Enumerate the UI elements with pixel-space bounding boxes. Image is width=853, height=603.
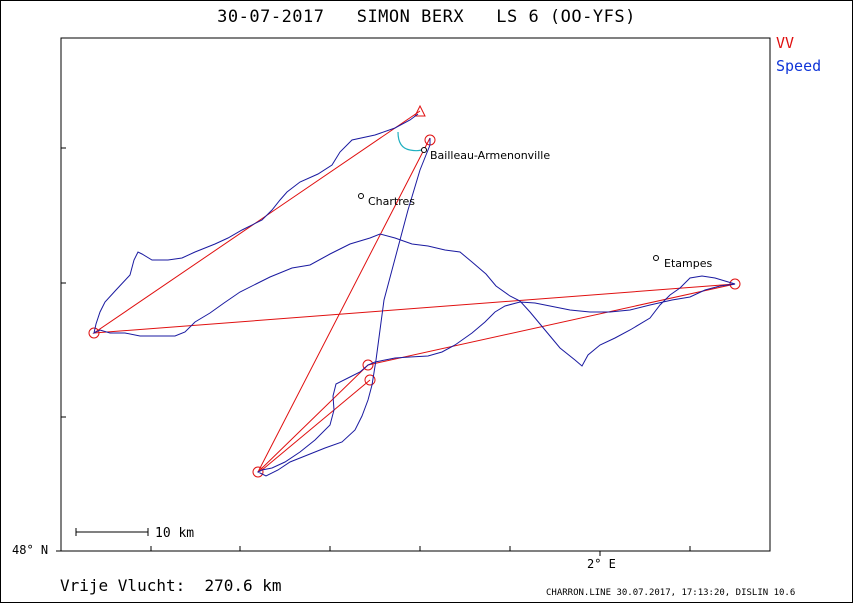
turnpoint-circles [88, 134, 741, 478]
lon-ticks [150, 546, 691, 556]
climb-segment [397, 131, 427, 152]
page-title: 30-07-2017 SIMON BERX LS 6 (OO-YFS) [217, 7, 636, 27]
legend-speed: Speed [776, 57, 822, 75]
lat-label: 48° N [12, 543, 49, 557]
task-route-2 [261, 379, 371, 471]
legend-vv: VV [776, 34, 795, 52]
place-bailleau-armenonville: Bailleau-Armenonville [430, 149, 551, 162]
place-etampes: Etampes [664, 257, 713, 270]
place-markers [358, 147, 659, 261]
lat-ticks [56, 147, 66, 552]
lon-label: 2° E [587, 557, 616, 571]
scale-bar [75, 528, 149, 536]
start-triangle [414, 104, 426, 117]
flight-track [93, 113, 736, 477]
task-route [92, 110, 736, 473]
place-chartres: Chartres [368, 195, 416, 208]
footer-meta: CHARRON.LINE 30.07.2017, 17:13:20, DISLI… [546, 588, 796, 598]
map-frame [60, 37, 771, 552]
scale-label: 10 km [155, 526, 195, 541]
footer-distance: Vrije Vlucht: 270.6 km [60, 576, 282, 595]
